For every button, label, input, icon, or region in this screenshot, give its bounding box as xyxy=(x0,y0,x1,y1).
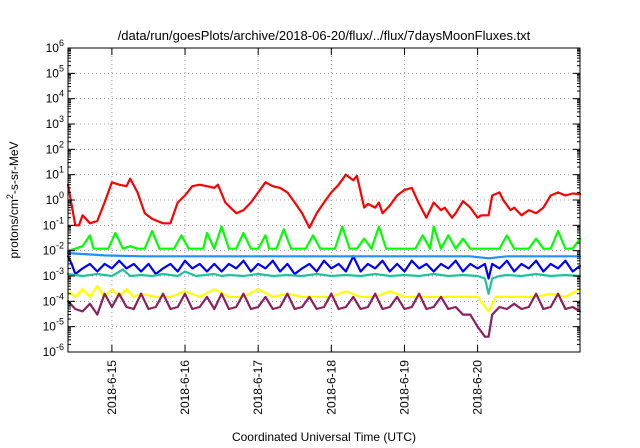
x-tick-label: 2018-6-19 xyxy=(397,360,411,415)
y-tick-label: 10-3 xyxy=(43,266,64,283)
series-layer xyxy=(66,173,582,338)
y-label-rest: -s-sr-MeV xyxy=(7,141,21,194)
series-line-3 xyxy=(66,255,582,280)
y-tick-label: 104 xyxy=(46,89,64,106)
x-tick-label: 2018-6-15 xyxy=(105,360,119,415)
series-line-1 xyxy=(66,173,582,229)
y-tick-label: 103 xyxy=(46,114,64,131)
x-tick-label: 2018-6-16 xyxy=(178,360,192,415)
y-tick-label: 10-4 xyxy=(43,291,64,308)
y-tick-label: 10-5 xyxy=(43,317,64,334)
chart-title: /data/run/goesPlots/archive/2018-06-20/f… xyxy=(118,28,531,43)
y-tick-label: 106 xyxy=(46,38,64,55)
x-tick-label: 2018-6-20 xyxy=(471,360,485,415)
y-tick-label: 105 xyxy=(46,63,64,80)
y-axis-label: protons/cm2-s-sr-MeV xyxy=(5,141,21,258)
x-axis-ticks: 2018-6-15 2018-6-16 2018-6-17 2018-6-18 2018… xyxy=(105,48,485,415)
y-label-base: protons/cm xyxy=(7,199,21,258)
series-line-5 xyxy=(66,268,582,295)
y-label-superscript: 2 xyxy=(5,194,15,199)
y-tick-label: 101 xyxy=(46,165,64,182)
series-line-2 xyxy=(66,225,582,252)
series-line-4 xyxy=(66,252,582,260)
series-line-7 xyxy=(66,292,582,338)
x-tick-label: 2018-6-18 xyxy=(324,360,338,415)
y-axis-ticks: 10-6 10-5 10-4 10-3 10-2 10-1 100 101 102 103 104 1… xyxy=(43,38,580,359)
y-tick-label: 10-6 xyxy=(43,342,64,359)
x-axis-label: Coordinated Universal Time (UTC) xyxy=(232,430,416,444)
x-tick-label: 2018-6-17 xyxy=(251,360,265,415)
y-tick-label: 10-2 xyxy=(43,241,64,258)
y-tick-label: 100 xyxy=(46,190,64,207)
y-tick-label: 10-1 xyxy=(43,215,64,232)
y-tick-label: 102 xyxy=(46,139,64,156)
